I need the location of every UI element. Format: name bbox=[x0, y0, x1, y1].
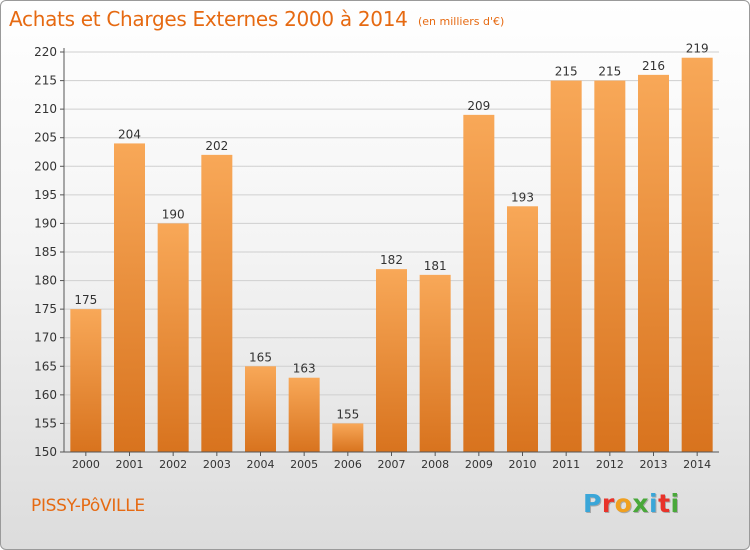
data-label-2002: 190 bbox=[162, 207, 185, 221]
y-tick-label: 170 bbox=[34, 331, 57, 345]
chart-title: Achats et Charges Externes 2000 à 2014 bbox=[9, 7, 408, 31]
x-tick-label-2011: 2011 bbox=[552, 458, 580, 471]
x-tick-label-2013: 2013 bbox=[640, 458, 668, 471]
x-tick-label-2008: 2008 bbox=[421, 458, 449, 471]
y-tick-label: 195 bbox=[34, 188, 57, 202]
y-tick-label: 175 bbox=[34, 302, 57, 316]
x-tick-label-2006: 2006 bbox=[334, 458, 362, 471]
y-tick-label: 220 bbox=[34, 45, 57, 59]
data-label-2005: 163 bbox=[293, 362, 316, 376]
data-label-2007: 182 bbox=[380, 253, 403, 267]
x-tick-label-2001: 2001 bbox=[116, 458, 144, 471]
data-label-2003: 202 bbox=[205, 139, 228, 153]
bar-2008 bbox=[419, 274, 451, 452]
x-tick-label-2002: 2002 bbox=[159, 458, 187, 471]
data-label-2013: 216 bbox=[642, 59, 665, 73]
bar-2007 bbox=[376, 269, 407, 452]
y-tick-label: 160 bbox=[34, 388, 57, 402]
bar-2009 bbox=[463, 114, 495, 452]
y-tick-label: 150 bbox=[34, 445, 57, 459]
x-tick-label-2005: 2005 bbox=[290, 458, 318, 471]
x-tick-label-2012: 2012 bbox=[596, 458, 624, 471]
y-tick-label: 185 bbox=[34, 245, 57, 259]
bar-2003 bbox=[201, 154, 233, 452]
bar-2005 bbox=[288, 377, 320, 452]
data-label-2012: 215 bbox=[598, 65, 621, 79]
data-label-2010: 193 bbox=[511, 190, 534, 204]
bar-2013 bbox=[638, 74, 669, 452]
chart-unit: (en milliers d'€) bbox=[418, 15, 505, 28]
bar-2001 bbox=[114, 143, 145, 452]
x-tick-label-2000: 2000 bbox=[72, 458, 100, 471]
x-tick-label-2004: 2004 bbox=[247, 458, 275, 471]
y-tick-label: 155 bbox=[34, 416, 57, 430]
x-tick-label-2007: 2007 bbox=[378, 458, 406, 471]
proxiti-logo: Proxiti bbox=[583, 489, 680, 518]
y-tick-label: 180 bbox=[34, 274, 57, 288]
commune-name: PISSY-PôVILLE bbox=[31, 496, 145, 516]
data-label-2014: 219 bbox=[686, 42, 709, 56]
bar-2011 bbox=[550, 80, 582, 453]
data-label-2008: 181 bbox=[424, 259, 447, 273]
x-tick-label-2003: 2003 bbox=[203, 458, 231, 471]
y-tick-label: 165 bbox=[34, 359, 57, 373]
bar-2004 bbox=[245, 366, 276, 452]
data-label-2004: 165 bbox=[249, 350, 272, 364]
data-label-2011: 215 bbox=[555, 65, 578, 79]
y-tick-label: 200 bbox=[34, 159, 57, 173]
y-tick-label: 210 bbox=[34, 102, 57, 116]
y-tick-label: 190 bbox=[34, 216, 57, 230]
bar-2012 bbox=[594, 80, 626, 453]
bar-2010 bbox=[507, 206, 538, 452]
bar-2002 bbox=[157, 223, 189, 452]
x-tick-label-2009: 2009 bbox=[465, 458, 493, 471]
x-tick-label-2010: 2010 bbox=[509, 458, 537, 471]
y-tick-label: 215 bbox=[34, 74, 57, 88]
data-label-2000: 175 bbox=[74, 293, 97, 307]
x-tick-label-2014: 2014 bbox=[683, 458, 711, 471]
data-label-2009: 209 bbox=[467, 99, 490, 113]
y-tick-label: 205 bbox=[34, 131, 57, 145]
data-label-2001: 204 bbox=[118, 127, 141, 141]
bar-2000 bbox=[70, 309, 102, 452]
data-label-2006: 155 bbox=[336, 407, 359, 421]
bar-2006 bbox=[332, 423, 364, 452]
bar-2014 bbox=[681, 57, 713, 452]
